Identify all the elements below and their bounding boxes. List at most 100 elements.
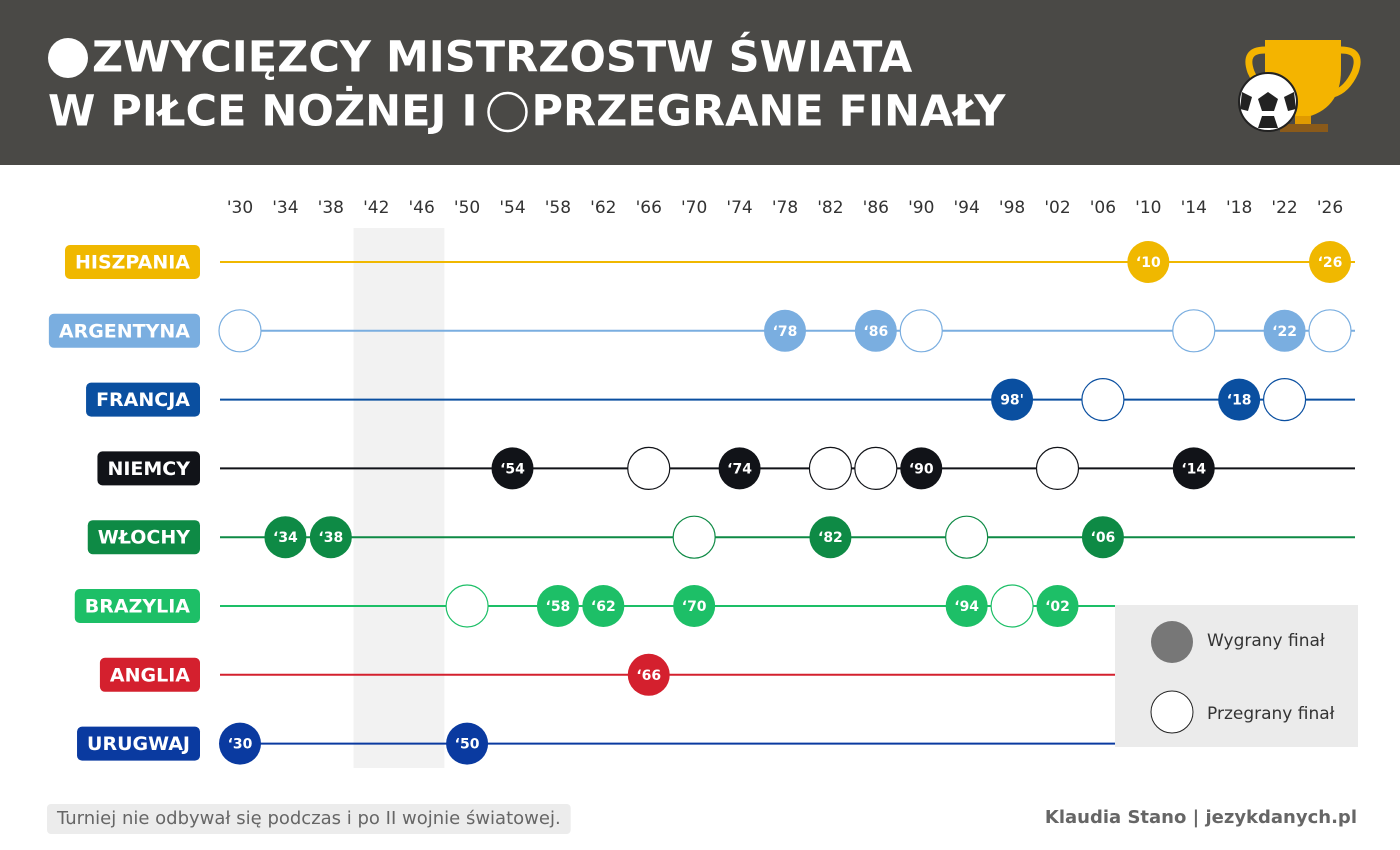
x-tick-label: '62 [590,198,616,218]
x-tick-label: '02 [1044,198,1070,218]
won-final-label: ‘38 [318,530,343,546]
won-final-label: ‘02 [1045,599,1070,615]
won-final-label: ‘70 [682,599,707,615]
title-line-2b: PRZEGRANE FINAŁY [531,87,1006,137]
won-final [764,309,806,352]
won-final-label: ‘74 [727,461,752,477]
author: Klaudia Stano | jezykdanych.pl [1045,807,1357,828]
lost-final [445,584,489,628]
row-name-bg [87,520,200,555]
row-name: URUGWAJ [87,733,190,755]
x-tick-label: '70 [681,198,707,218]
lost-final [899,309,943,353]
lost-final [1172,309,1216,353]
lost-final [854,446,898,490]
legend-win-swatch [1151,621,1193,663]
x-tick-label: '86 [863,198,889,218]
row-name-bg [86,382,200,417]
won-final [264,516,307,559]
won-final [1218,378,1261,421]
row-name: HISZPANIA [75,252,190,274]
header [0,0,1400,165]
won-final [673,585,716,627]
row-name: ARGENTYNA [59,320,190,342]
won-final [1036,585,1079,627]
won-final-label: ‘66 [636,668,661,684]
x-tick-label: '06 [1090,198,1116,218]
row-name-bg [77,726,200,761]
row-name-bg [48,313,200,348]
x-tick-label: '90 [908,198,934,218]
won-final [491,447,534,490]
won-final-label: ‘06 [1091,530,1116,546]
won-final [1081,516,1124,559]
won-final-label: ‘30 [228,737,253,753]
won-final [718,447,761,490]
x-tick-label: '74 [726,198,752,218]
won-final [582,585,625,627]
x-tick-label: '30 [227,198,253,218]
lost-final [990,584,1034,628]
x-tick-label: '78 [772,198,798,218]
note-bg [47,804,571,834]
won-final [1309,241,1351,283]
won-final-label: ‘18 [1227,393,1252,409]
legend-loss-swatch [1150,690,1194,734]
won-final [1172,447,1215,490]
x-tick-label: '22 [1271,198,1297,218]
row-name-bg [74,589,200,623]
won-final-label: ‘86 [863,324,888,340]
won-final-label: ‘78 [773,324,798,340]
x-tick-label: '10 [1135,198,1161,218]
title-loss-icon [487,91,528,133]
row-name-bg [65,245,200,279]
row-name: FRANCJA [96,389,190,411]
won-final [627,653,670,696]
row-name-bg [97,451,200,486]
won-final-label: ‘94 [954,599,979,615]
won-final-label: ‘82 [818,530,843,546]
legend-loss: Przegrany finał [1207,704,1335,724]
won-final [446,722,489,765]
won-final [945,585,988,627]
won-final-label: ‘14 [1181,461,1206,477]
won-final-label: 98' [1000,393,1024,409]
title-line-2a: W PIŁCE NOŻNEJ I [48,86,477,137]
won-final-label: ‘22 [1272,324,1297,340]
won-final-label: ‘54 [500,461,525,477]
no-tournament-band [353,228,445,768]
legend-win: Wygrany finał [1207,631,1325,651]
won-final [900,447,943,490]
x-tick-label: '14 [1181,198,1207,218]
x-tick-label: '98 [999,198,1025,218]
x-tick-label: '66 [636,198,662,218]
won-final [809,516,852,559]
x-tick-label: '42 [363,198,389,218]
x-tick-label: '54 [499,198,525,218]
row-name-bg [99,657,200,692]
lost-final [218,309,262,353]
won-final-label: ‘34 [273,530,298,546]
won-final [991,378,1034,421]
won-final-label: ‘10 [1136,255,1161,271]
won-final [854,309,897,352]
row-name: BRAZYLIA [85,596,191,618]
note: Turniej nie odbywał się podczas i po II … [56,808,561,829]
won-final-label: ‘50 [455,737,480,753]
lost-final [627,446,671,490]
won-final [536,585,579,627]
row-name: WŁOCHY [98,527,190,549]
x-tick-label: '26 [1317,198,1343,218]
x-tick-label: '94 [954,198,980,218]
x-tick-label: '58 [545,198,571,218]
won-final [309,516,352,559]
won-final-label: ‘58 [546,599,571,615]
lost-final [1035,446,1080,490]
plot: '30 '34 '38 '42 '46 '50 '54 '58 '62 '66 '70 '74 '78 '… [48,198,1355,768]
won-final [1263,309,1306,352]
row-name: NIEMCY [107,458,190,480]
row-name: ANGLIA [110,664,190,686]
x-tick-label: '38 [318,198,344,218]
x-tick-label: '34 [272,198,298,218]
